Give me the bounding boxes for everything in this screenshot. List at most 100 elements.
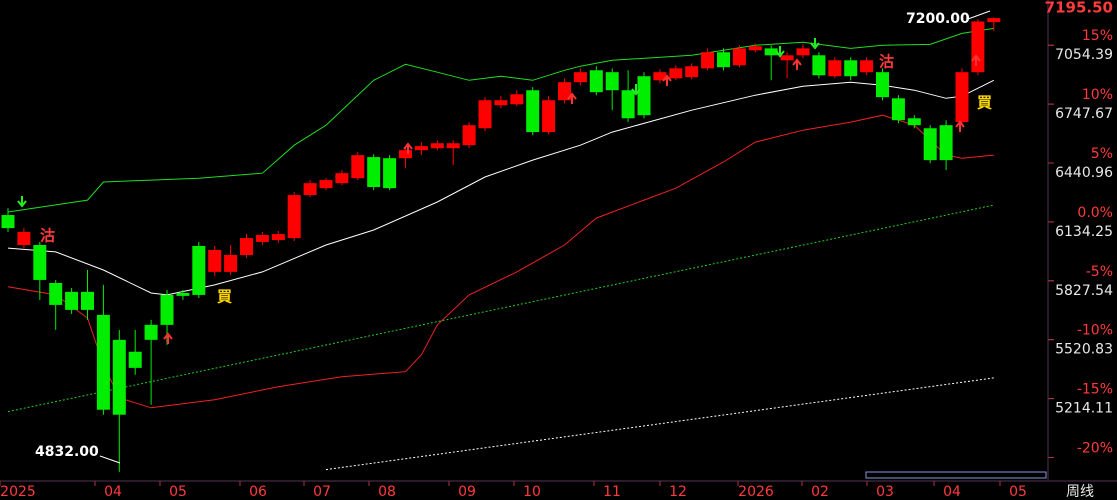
y2-tick-label: 5% <box>1091 146 1113 162</box>
candle-body <box>96 314 110 410</box>
y2-tick-label: -5% <box>1086 264 1113 280</box>
x-tick-label: 04 <box>943 484 961 500</box>
candle-body <box>796 48 810 56</box>
candle-body <box>17 231 31 245</box>
candle-body <box>33 244 47 280</box>
x-tick-label: 04 <box>104 484 122 500</box>
last-price: 7195.50 <box>1045 0 1113 17</box>
sell-arrow <box>631 84 641 96</box>
candle-body <box>589 70 603 93</box>
sell-arrow <box>17 196 27 208</box>
candle-body <box>255 235 269 242</box>
candle-body <box>478 100 492 129</box>
candle-body <box>828 60 842 77</box>
sell-arrow <box>810 38 820 50</box>
candle-body <box>717 52 730 68</box>
candle-body <box>383 158 397 189</box>
candle-body <box>573 72 587 83</box>
candle-body <box>558 82 571 101</box>
buy-arrow <box>971 54 981 66</box>
candle-body <box>112 339 126 415</box>
x-tick-label: 10 <box>523 484 541 500</box>
candle-body <box>208 249 222 272</box>
candle-body <box>430 143 444 149</box>
candle-body <box>240 238 253 255</box>
y2-tick-label: 15% <box>1082 28 1113 44</box>
y-tick-label: 6440.96 <box>1055 165 1113 181</box>
sell-signal: 沽 <box>40 227 55 245</box>
candle-body <box>955 72 969 123</box>
candle-body <box>399 150 412 159</box>
candle-body <box>812 55 826 76</box>
candle-body <box>287 195 301 239</box>
y-tick-label: 6747.67 <box>1055 106 1113 122</box>
plot <box>1 17 1001 472</box>
candle-body <box>748 46 762 51</box>
x-tick-label: 06 <box>249 484 267 500</box>
candle-body <box>860 60 874 73</box>
candle-body <box>65 291 79 310</box>
indicator-line <box>7 79 995 296</box>
sell-arrow <box>775 46 785 58</box>
candle-body <box>303 183 317 196</box>
x-tick-label: 07 <box>313 484 331 500</box>
candle-body <box>891 98 905 121</box>
x-tick-label: 05 <box>169 484 187 500</box>
candle-body <box>510 94 524 105</box>
candle-body <box>351 155 365 179</box>
sell-signal: 沽 <box>879 53 894 71</box>
y2-tick-label: 10% <box>1082 87 1113 103</box>
x-tick-label: 09 <box>458 484 476 500</box>
y2-tick-label: 0.0% <box>1077 205 1113 221</box>
candle-body <box>160 294 174 325</box>
candle-body <box>271 234 285 240</box>
candle-body <box>701 52 715 69</box>
buy-arrow <box>792 58 802 70</box>
x-tick-label: 08 <box>378 484 396 500</box>
candle-body <box>526 90 540 133</box>
candle-body <box>462 125 476 146</box>
candle-body <box>732 48 746 66</box>
candle-body <box>907 118 921 126</box>
candle-body <box>1 215 15 229</box>
y-tick-label: 5827.54 <box>1055 283 1113 299</box>
candle-body <box>780 55 794 61</box>
buy-arrow <box>662 74 672 86</box>
high-pointer <box>967 10 991 20</box>
candle-body <box>653 72 667 81</box>
candle-body <box>367 157 381 188</box>
x-tick-label: 05 <box>1009 484 1027 500</box>
candle-body <box>844 60 858 77</box>
candle-body <box>669 68 683 79</box>
candle-body <box>637 76 651 116</box>
buy-arrow <box>955 120 965 132</box>
low-pointer <box>99 455 121 464</box>
low-label: 4832.00 <box>35 444 99 460</box>
y2-tick-label: -15% <box>1077 382 1113 398</box>
y-tick-label: 5214.11 <box>1055 401 1113 417</box>
candle-body <box>319 180 333 189</box>
high-label: 7200.00 <box>906 11 970 27</box>
candle-body <box>224 254 238 272</box>
candle-body <box>49 283 63 305</box>
candle-body <box>542 100 556 133</box>
scrollbar[interactable] <box>865 471 1047 479</box>
indicator-line <box>7 114 994 409</box>
candle-body <box>81 291 94 310</box>
candle-body <box>335 173 349 184</box>
candle-body <box>939 125 953 161</box>
candle-body <box>876 72 889 98</box>
x-tick-label: 11 <box>603 484 621 500</box>
y-tick-label: 6134.25 <box>1055 224 1113 240</box>
buy-arrow <box>403 142 413 154</box>
period-label[interactable]: 周线 <box>1066 484 1094 500</box>
indicator-line <box>7 27 994 213</box>
y-tick-label: 7054.39 <box>1055 47 1113 63</box>
candle-body <box>971 21 985 73</box>
candle-body <box>621 90 635 119</box>
candle-body <box>192 245 206 295</box>
candle-body <box>414 146 428 151</box>
buy-signal: 買 <box>977 94 992 112</box>
